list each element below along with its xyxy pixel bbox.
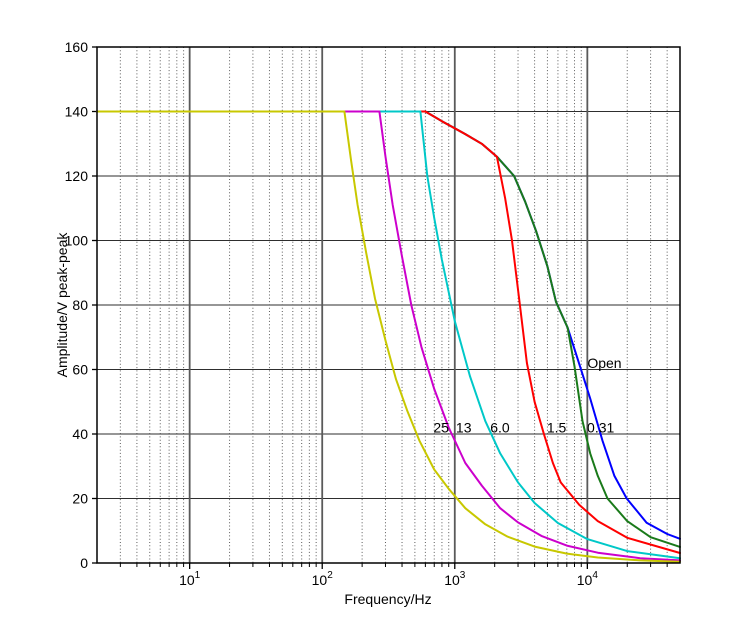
x-tick-label: 101 — [179, 570, 201, 588]
curve-label-1.5: 1.5 — [547, 420, 567, 436]
y-tick-label: 100 — [65, 233, 89, 249]
x-tick-label: 103 — [444, 570, 466, 588]
curve-25 — [96, 110, 681, 563]
y-tick-label: 160 — [65, 39, 89, 55]
curve-labels: Open 0.31 1.5 6.0 13 25 — [433, 355, 621, 436]
curve-label-25: 25 — [433, 420, 449, 436]
y-tick-label: 140 — [65, 104, 89, 120]
curves — [96, 110, 681, 563]
x-axis-title: Frequency/Hz — [344, 591, 432, 607]
grid-major-y — [97, 111, 680, 499]
y-tick-label: 60 — [72, 362, 88, 378]
curve-label-6.0: 6.0 — [490, 420, 510, 436]
plot-border — [96, 46, 681, 564]
curve-1.5 — [96, 110, 681, 554]
y-tick-label: 120 — [65, 168, 89, 184]
y-tick-labels: 0 20 40 60 80 100 120 140 160 — [65, 39, 89, 571]
grid-major-x — [188, 47, 589, 563]
x-tick-label: 104 — [577, 570, 599, 588]
x-tick-label: 102 — [312, 570, 334, 588]
y-axis-title: Amplitude/V peak-peak — [54, 232, 70, 378]
curve-13 — [96, 110, 681, 562]
y-tick-label: 80 — [72, 297, 88, 313]
curve-label-Open: Open — [587, 355, 621, 371]
x-tick-labels: 101 102 103 104 — [179, 570, 598, 588]
y-tick-label: 40 — [72, 426, 88, 442]
curve-6.0 — [96, 110, 681, 560]
curve-label-0.31: 0.31 — [587, 420, 614, 436]
curve-label-13: 13 — [456, 420, 472, 436]
y-tick-label: 0 — [80, 555, 88, 571]
y-tick-label: 20 — [72, 491, 88, 507]
